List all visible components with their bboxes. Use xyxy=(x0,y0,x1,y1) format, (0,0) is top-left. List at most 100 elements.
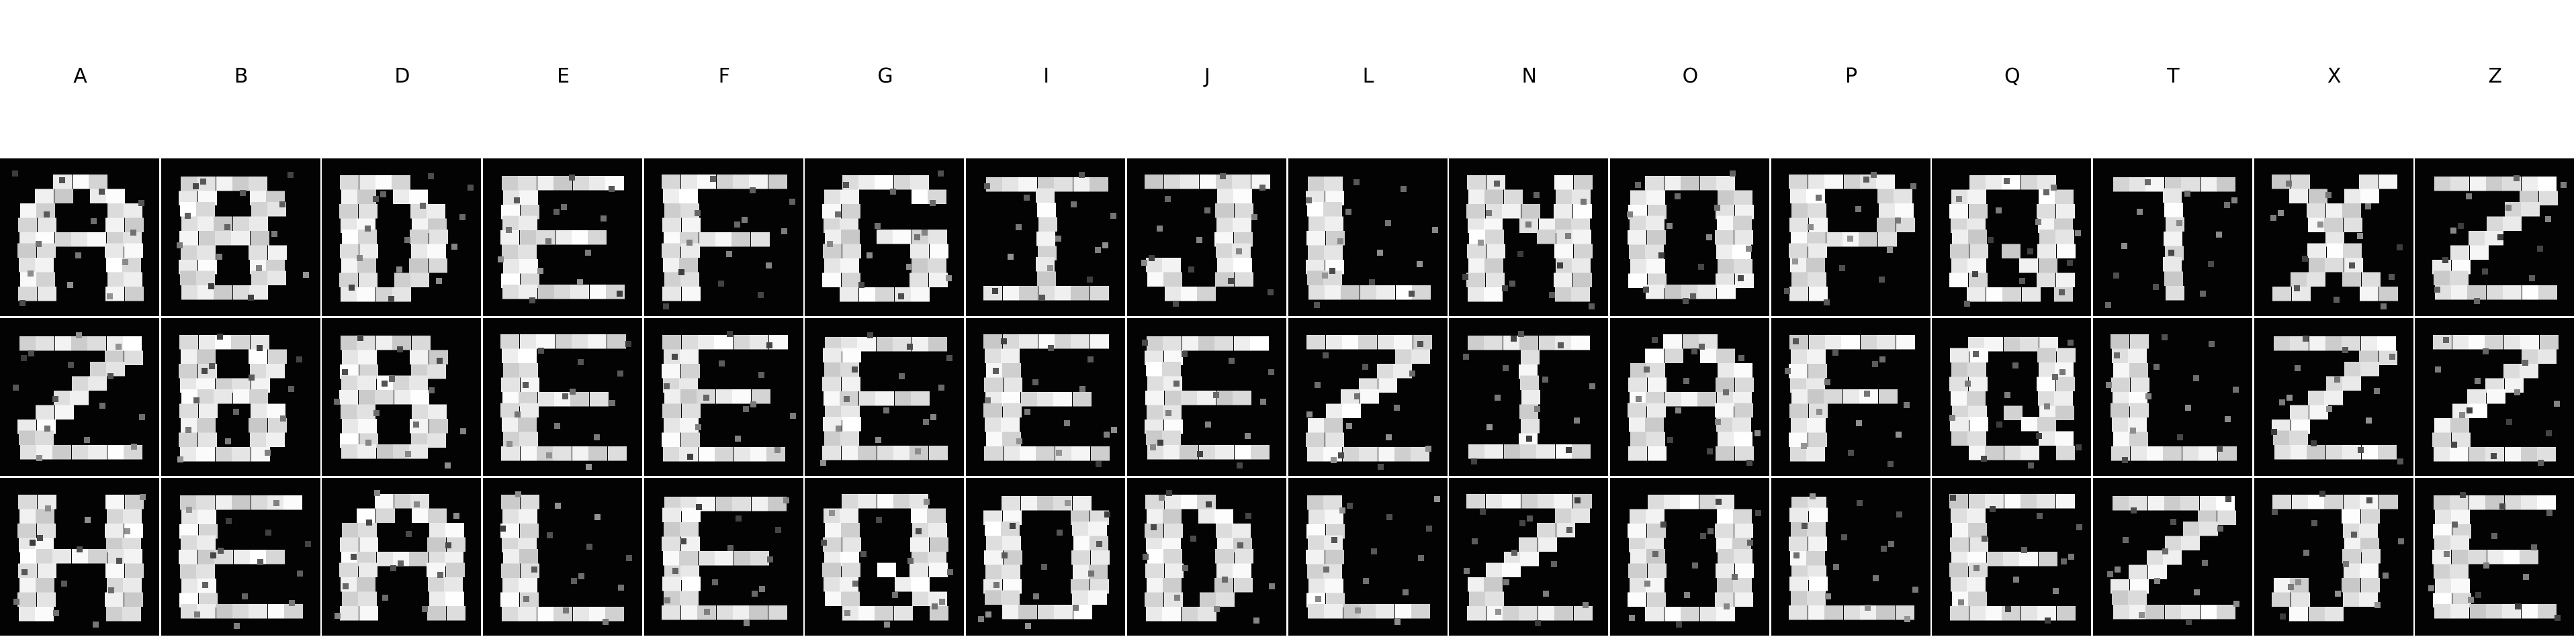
glyph-pixel xyxy=(1038,246,1057,260)
glyph-pixel xyxy=(359,175,378,190)
noise-speckle xyxy=(406,531,412,537)
glyph-pixel xyxy=(359,244,378,258)
glyph-pixel xyxy=(2450,177,2469,191)
glyph-pixel xyxy=(1648,273,1667,288)
noise-speckle xyxy=(1746,460,1752,466)
glyph-pixel xyxy=(409,189,428,204)
glyph-pixel xyxy=(893,230,912,244)
glyph-pixel xyxy=(2503,364,2522,379)
glyph-pixel xyxy=(179,524,198,539)
glyph-pixel xyxy=(2292,495,2311,509)
glyph-pixel xyxy=(87,336,106,351)
noise-speckle xyxy=(1707,528,1714,534)
glyph-pixel xyxy=(37,592,56,607)
glyph-pixel xyxy=(1232,175,1251,189)
glyph-image xyxy=(1463,331,1595,464)
glyph-pixel xyxy=(589,607,608,622)
glyph-pixel xyxy=(1215,203,1234,218)
glyph-pixel xyxy=(1090,579,1109,594)
noise-speckle xyxy=(1683,298,1689,304)
noise-speckle xyxy=(1353,179,1360,185)
glyph-pixel xyxy=(2452,524,2471,539)
glyph-pixel xyxy=(429,230,448,244)
noise-speckle xyxy=(2145,393,2151,399)
glyph-pixel xyxy=(1969,204,1988,219)
glyph-image xyxy=(662,497,789,626)
glyph-pixel xyxy=(985,348,1004,363)
noise-speckle xyxy=(1990,506,1996,512)
noise-speckle xyxy=(1981,456,1987,462)
glyph-pixel xyxy=(17,592,36,607)
glyph-pixel xyxy=(1147,549,1166,564)
glyph-pixel xyxy=(752,497,770,511)
glyph-pixel xyxy=(985,417,1004,432)
glyph-pixel xyxy=(1002,363,1021,378)
glyph-pixel xyxy=(1951,552,1970,566)
glyph-pixel xyxy=(1466,273,1485,287)
glyph-pixel xyxy=(1647,592,1666,607)
glyph-pixel xyxy=(2327,243,2346,258)
glyph-pixel xyxy=(2537,447,2556,462)
glyph-pixel xyxy=(38,495,56,509)
glyph-pixel xyxy=(538,392,557,407)
noise-speckle xyxy=(1816,195,1822,201)
noise-speckle xyxy=(1832,350,1838,356)
glyph-pixel xyxy=(1036,232,1055,246)
noise-speckle xyxy=(2170,519,2176,525)
glyph-pixel xyxy=(214,285,232,300)
noise-speckle xyxy=(1111,427,1117,433)
glyph-pixel xyxy=(1629,538,1648,552)
glyph-pixel xyxy=(1233,391,1251,405)
glyph-pixel xyxy=(929,562,948,577)
glyph-pixel xyxy=(928,258,946,273)
glyph-pixel xyxy=(1468,258,1487,273)
glyph-pixel xyxy=(2450,564,2469,579)
noise-speckle xyxy=(2389,274,2395,280)
noise-speckle xyxy=(1675,407,1681,413)
glyph-pixel xyxy=(2130,334,2149,349)
noise-speckle xyxy=(453,513,459,519)
noise-speckle xyxy=(186,507,192,513)
glyph-pixel xyxy=(537,176,556,191)
noise-speckle xyxy=(506,227,512,233)
noise-speckle xyxy=(2555,615,2561,621)
glyph-pixel xyxy=(502,285,521,299)
glyph-pixel xyxy=(1556,189,1574,204)
glyph-pixel xyxy=(70,391,89,405)
noise-speckle xyxy=(1518,331,1524,337)
glyph-pixel xyxy=(1734,363,1752,378)
glyph-pixel xyxy=(251,202,270,217)
glyph-pixel xyxy=(1001,417,1020,432)
noise-speckle xyxy=(210,552,216,558)
glyph-pixel xyxy=(501,205,520,219)
glyph-pixel xyxy=(1520,552,1539,566)
noise-speckle xyxy=(2208,261,2214,267)
glyph-pixel xyxy=(105,563,124,578)
noise-speckle xyxy=(563,607,569,613)
glyph-pixel xyxy=(1412,285,1431,300)
noise-speckle xyxy=(1730,170,1736,177)
glyph-pixel xyxy=(662,287,681,301)
glyph-pixel xyxy=(2113,605,2132,620)
glyph-pixel xyxy=(357,577,375,592)
glyph-pixel xyxy=(2469,335,2487,350)
glyph-pixel xyxy=(501,377,520,392)
glyph-pixel xyxy=(1630,259,1649,274)
glyph-pixel xyxy=(1572,230,1591,244)
glyph-pixel xyxy=(1986,175,2004,190)
glyph-pixel xyxy=(2291,592,2310,607)
glyph-pixel xyxy=(1090,334,1109,349)
noise-speckle xyxy=(1087,277,1093,283)
glyph-pixel xyxy=(2450,495,2469,510)
glyph-pixel xyxy=(2538,604,2557,619)
glyph-image xyxy=(978,496,1110,629)
glyph-pixel xyxy=(1001,590,1020,605)
glyph-strokes xyxy=(822,170,952,302)
glyph-pixel xyxy=(1072,522,1091,536)
sample-tile-t-1 xyxy=(2093,158,2252,316)
glyph-pixel xyxy=(1162,538,1181,552)
glyph-pixel xyxy=(1716,377,1734,392)
glyph-pixel xyxy=(1715,524,1734,538)
noise-speckle xyxy=(719,360,725,366)
glyph-strokes xyxy=(2270,175,2403,309)
